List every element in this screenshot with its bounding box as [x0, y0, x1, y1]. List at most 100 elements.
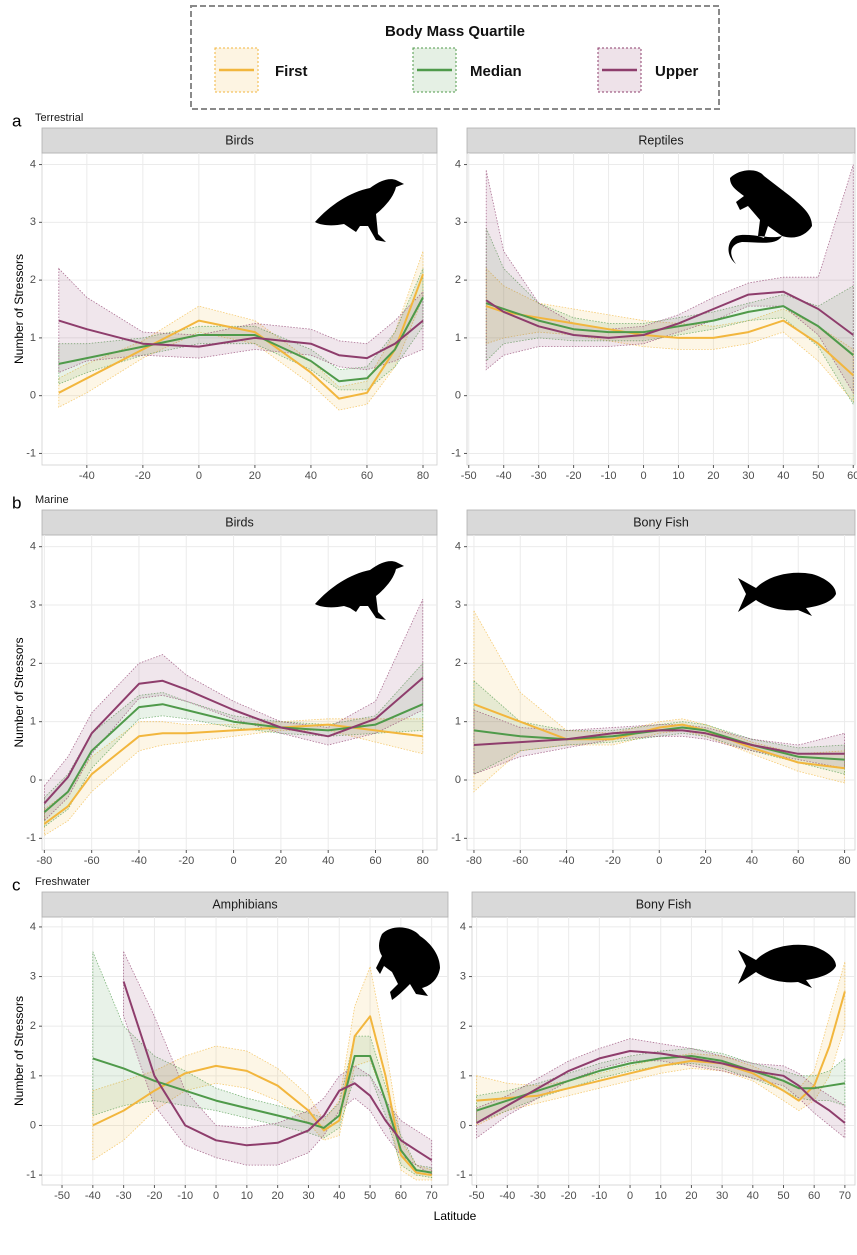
x-tick-label: 30: [742, 470, 754, 482]
x-tick-label: 0: [231, 855, 237, 867]
x-axis-title: Latitude: [434, 1209, 477, 1223]
fish-icon: [738, 944, 836, 988]
confidence-band: [92, 951, 433, 1179]
x-tick-label: 40: [305, 470, 317, 482]
confidence-band: [476, 1038, 846, 1139]
x-tick-label: 20: [272, 1190, 284, 1202]
x-tick-label: -20: [146, 1190, 162, 1202]
confidence-band: [123, 951, 433, 1176]
y-tick-label: -1: [451, 832, 461, 844]
series-line: [43, 677, 424, 804]
y-tick-label: 2: [455, 657, 461, 669]
y-tick-label: -1: [451, 447, 461, 459]
x-tick-label: 60: [395, 1190, 407, 1202]
strip: [41, 509, 438, 536]
y-tick-label: 0: [455, 774, 461, 786]
strip-title: Amphibians: [212, 897, 277, 911]
x-tick-label: -40: [499, 1190, 515, 1202]
y-tick-label: 2: [460, 1020, 466, 1032]
x-tick-label: -10: [591, 1190, 607, 1202]
strip: [471, 891, 856, 918]
x-tick-label: -60: [84, 855, 100, 867]
series-line: [473, 726, 845, 761]
x-tick-label: -40: [559, 855, 575, 867]
x-tick-label: -50: [54, 1190, 70, 1202]
strip-title: Bony Fish: [636, 897, 692, 911]
series-line: [92, 1015, 432, 1177]
strip-title: Birds: [225, 133, 253, 147]
panel-label: b: [12, 493, 21, 512]
confidence-band: [485, 227, 854, 406]
series-line: [43, 723, 423, 825]
y-tick-label: 1: [455, 332, 461, 344]
y-tick-label: -1: [456, 1169, 466, 1181]
x-tick-label: 50: [364, 1190, 376, 1202]
confidence-band: [476, 1048, 846, 1124]
x-tick-label: 60: [369, 855, 381, 867]
y-tick-label: 1: [30, 1070, 36, 1082]
legend-label: Median: [470, 63, 522, 80]
x-tick-label: -20: [566, 470, 582, 482]
strip: [41, 127, 438, 154]
confidence-band: [476, 961, 846, 1127]
y-tick-label: 1: [455, 716, 461, 728]
x-tick-label: 30: [302, 1190, 314, 1202]
x-tick-label: -60: [512, 855, 528, 867]
x-tick-label: 80: [838, 855, 850, 867]
x-tick-label: -40: [131, 855, 147, 867]
x-tick-label: -20: [135, 470, 151, 482]
confidence-band: [44, 718, 424, 837]
x-tick-label: 80: [417, 470, 429, 482]
series-line: [485, 305, 854, 377]
y-tick-label: 2: [30, 1020, 36, 1032]
legend-label: First: [275, 63, 308, 80]
x-tick-label: 70: [426, 1190, 438, 1202]
x-tick-label: 40: [746, 855, 758, 867]
y-tick-label: 0: [460, 1119, 466, 1131]
group-label: Terrestrial: [35, 112, 83, 124]
x-tick-label: 60: [792, 855, 804, 867]
x-tick-label: 0: [213, 1190, 219, 1202]
x-tick-label: 80: [417, 855, 429, 867]
x-tick-label: 10: [241, 1190, 253, 1202]
strip: [466, 127, 856, 154]
x-tick-label: 40: [333, 1190, 345, 1202]
confidence-band: [92, 965, 433, 1181]
x-tick-label: -10: [177, 1190, 193, 1202]
x-tick-label: -30: [116, 1190, 132, 1202]
legend-title: Body Mass Quartile: [385, 23, 525, 40]
confidence-band: [473, 709, 845, 775]
y-tick-label: 1: [30, 332, 36, 344]
strip-title: Bony Fish: [633, 515, 689, 529]
y-tick-label: 0: [30, 1119, 36, 1131]
y-tick-label: 3: [455, 599, 461, 611]
y-tick-label: 3: [30, 216, 36, 228]
x-tick-label: 0: [640, 470, 646, 482]
y-tick-label: 3: [455, 216, 461, 228]
y-tick-label: 2: [30, 274, 36, 286]
x-tick-label: 0: [656, 855, 662, 867]
x-tick-label: 0: [627, 1190, 633, 1202]
series-line: [473, 729, 845, 755]
x-tick-label: 60: [847, 470, 857, 482]
y-tick-label: 4: [460, 921, 466, 933]
x-tick-label: 20: [707, 470, 719, 482]
group-label: Marine: [35, 494, 69, 506]
x-tick-label: -40: [496, 470, 512, 482]
y-tick-label: 0: [30, 390, 36, 402]
y-tick-label: 1: [460, 1070, 466, 1082]
x-tick-label: 50: [812, 470, 824, 482]
x-tick-label: 40: [777, 470, 789, 482]
y-axis-title: Number of Stressors: [12, 637, 26, 747]
bird-icon: [315, 561, 404, 620]
x-tick-label: 40: [747, 1190, 759, 1202]
x-tick-label: 10: [672, 470, 684, 482]
panel-label: a: [12, 111, 22, 130]
y-tick-label: 4: [30, 158, 36, 170]
series-line: [485, 290, 854, 339]
y-tick-label: 4: [455, 158, 461, 170]
bird-icon: [315, 179, 404, 242]
series-line: [43, 703, 424, 813]
series-line: [122, 981, 433, 1162]
x-tick-label: -40: [79, 470, 95, 482]
